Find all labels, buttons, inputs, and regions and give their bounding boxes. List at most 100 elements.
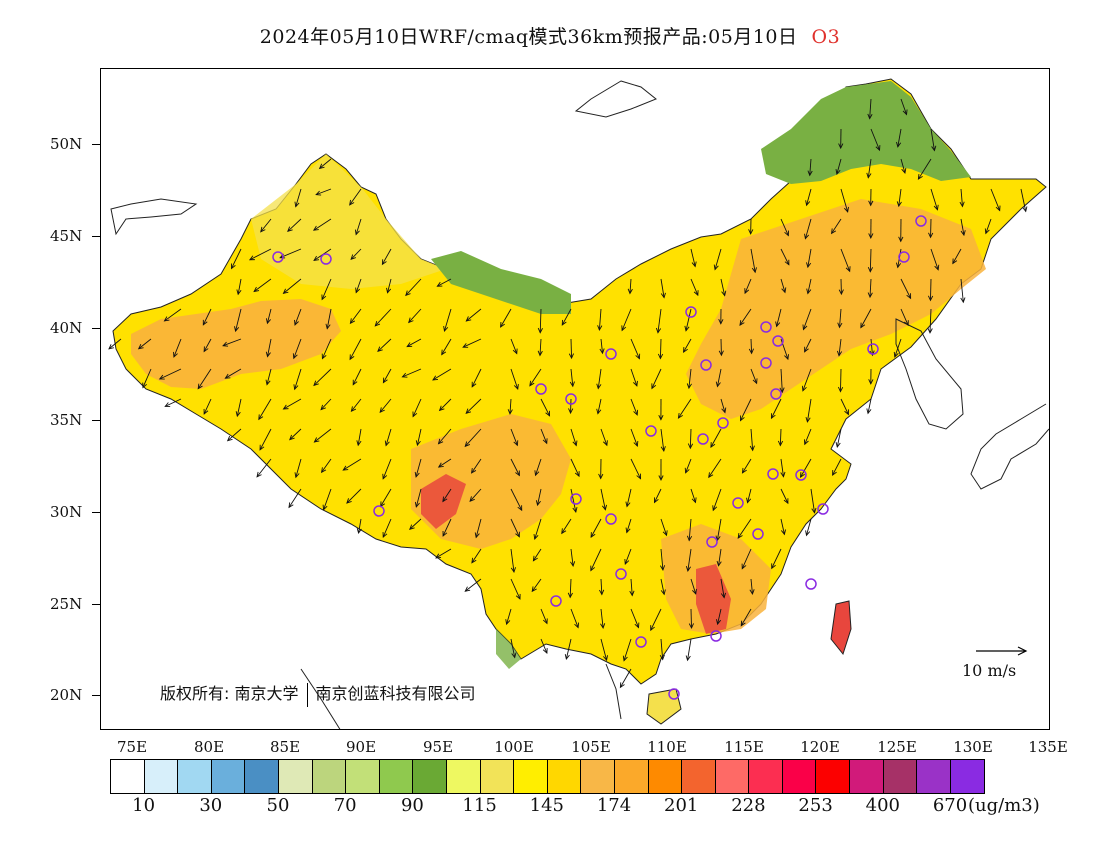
wind-arrow <box>780 218 789 237</box>
wind-arrow <box>510 638 517 659</box>
wind-arrow <box>1020 188 1028 213</box>
station-markers <box>272 215 927 700</box>
lon-label-90e: 90E <box>345 738 377 756</box>
colorbar-swatch <box>816 760 851 793</box>
wind-arrow <box>801 368 812 392</box>
colorbar-label: 228 <box>731 795 766 816</box>
wind-arrow <box>748 338 755 355</box>
wind-arrow <box>164 398 182 407</box>
colorbar-swatch <box>715 760 750 793</box>
wind-arrow <box>654 488 662 504</box>
wind-arrow <box>900 98 908 116</box>
wind-arrow <box>744 278 752 295</box>
city-station-marker <box>706 536 718 548</box>
city-station-marker <box>565 393 577 405</box>
lon-label-100e: 100E <box>494 738 534 756</box>
wind-arrow <box>412 398 422 418</box>
colorbar-swatch <box>178 760 212 793</box>
city-station-marker <box>772 335 784 347</box>
colorbar-label: 90 <box>400 795 424 816</box>
wind-arrow <box>866 398 872 415</box>
lon-label-85e: 85E <box>269 738 301 756</box>
wind-arrow <box>898 218 904 243</box>
wind-arrow <box>537 338 543 357</box>
wind-arrow <box>629 578 635 597</box>
wind-arrow <box>320 458 332 474</box>
colorbar-swatch <box>111 760 145 793</box>
zone-mongolia-green <box>431 251 571 314</box>
wind-arrow <box>510 368 519 390</box>
korea-outline <box>895 318 964 430</box>
wind-arrow <box>203 338 212 353</box>
zone-yunnan-green <box>496 629 521 669</box>
wind-arrow <box>377 338 392 353</box>
wind-arrow <box>325 308 332 330</box>
hainan <box>646 688 682 725</box>
wind-arrow <box>625 488 632 508</box>
wind-arrow <box>471 548 482 564</box>
colorbar-swatch <box>749 760 783 793</box>
city-station-marker <box>373 505 385 517</box>
wind-arrow <box>677 398 692 419</box>
city-station-marker <box>717 417 729 429</box>
wind-arrow <box>564 638 572 661</box>
wind-arrow <box>840 248 851 273</box>
wind-arrow <box>435 548 452 559</box>
wind-arrow <box>630 338 641 360</box>
wind-arrow <box>686 518 693 542</box>
wind-arrow <box>533 518 542 540</box>
wind-arrow <box>282 398 302 410</box>
wind-arrow <box>414 488 422 508</box>
wind-arrow <box>470 458 482 474</box>
wind-arrow <box>684 458 692 474</box>
wind-arrow <box>928 218 934 239</box>
colorbar-swatch <box>917 760 951 793</box>
wind-arrow <box>927 308 933 334</box>
taiwan <box>830 600 852 656</box>
wind-arrow <box>619 668 632 689</box>
wind-arrow <box>256 458 272 478</box>
wind-arrow <box>442 488 452 503</box>
wind-arrow <box>265 338 272 358</box>
wind-arrow <box>248 248 272 261</box>
wind-arrow <box>438 398 452 412</box>
wind-arrow <box>866 158 872 179</box>
city-station-marker <box>867 343 879 355</box>
city-station-marker <box>685 306 697 318</box>
wind-arrow <box>930 248 940 271</box>
wind-arrow <box>900 308 909 327</box>
city-station-marker <box>767 468 779 480</box>
city-station-marker <box>752 528 764 540</box>
wind-arrow <box>750 368 758 385</box>
lat-label-40n: 40N <box>50 319 83 337</box>
wind-arrow <box>596 398 602 415</box>
wind-arrow <box>780 488 789 505</box>
wind-arrow <box>655 308 662 334</box>
colorbar-swatch <box>312 760 347 793</box>
zone-tarim-orange <box>131 299 341 389</box>
title-species: O3 <box>811 26 841 48</box>
wind-arrow <box>832 458 842 476</box>
wind-arrow <box>597 308 603 331</box>
copyright-org2: 南京创蓝科技有限公司 <box>315 684 476 703</box>
wind-arrow <box>441 338 452 356</box>
city-station-marker <box>320 253 332 265</box>
wind-arrow <box>142 368 152 389</box>
colorbar-swatch <box>211 760 246 793</box>
wind-vector-field <box>108 98 1028 689</box>
wind-arrow <box>748 218 754 235</box>
wind-arrow <box>320 398 332 411</box>
wind-arrow <box>690 488 697 504</box>
wind-arrow <box>984 218 992 235</box>
colorbar-label: 10 <box>132 795 156 816</box>
colorbar-swatch <box>883 760 918 793</box>
wind-arrow <box>627 278 633 295</box>
wind-arrow <box>657 338 664 360</box>
wind-arrow <box>805 188 812 207</box>
city-station-marker <box>615 568 627 580</box>
wind-arrow <box>749 428 755 452</box>
colorbar-swatch <box>346 760 380 793</box>
lat-tick <box>92 236 100 237</box>
wind-arrow <box>510 338 518 355</box>
wind-arrow <box>630 608 640 629</box>
